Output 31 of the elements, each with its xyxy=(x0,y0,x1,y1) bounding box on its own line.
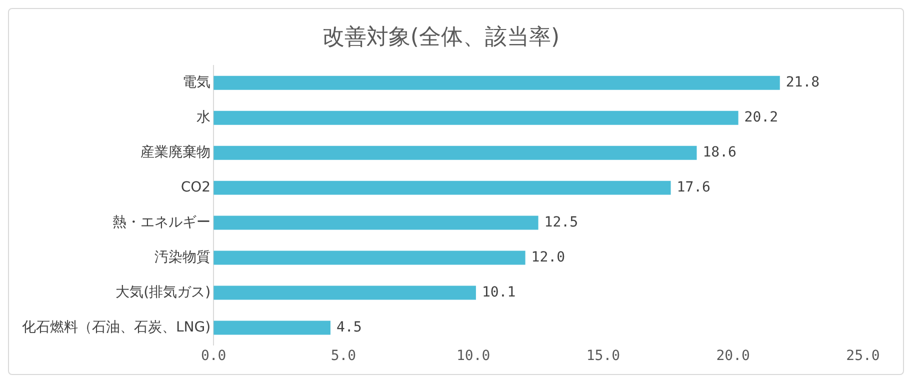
data-label: 18.6 xyxy=(702,144,736,160)
y-tick-label: CO2 xyxy=(180,179,211,196)
bar xyxy=(214,320,330,335)
x-tick-label: 5.0 xyxy=(330,348,356,364)
bar xyxy=(214,76,780,90)
x-tick-label: 20.0 xyxy=(716,348,750,364)
x-tick-label: 25.0 xyxy=(846,348,880,364)
data-label: 20.2 xyxy=(744,110,778,126)
y-tick-label: 大気(排気ガス) xyxy=(116,284,211,300)
data-label: 4.5 xyxy=(336,319,362,336)
bar xyxy=(214,146,697,160)
x-tick-label: 15.0 xyxy=(586,348,620,364)
data-label: 17.6 xyxy=(676,179,710,196)
data-label: 21.8 xyxy=(786,74,820,91)
bar xyxy=(214,286,476,300)
bar xyxy=(214,250,526,265)
y-tick-label: 水 xyxy=(196,110,211,126)
x-tick-label: 10.0 xyxy=(456,348,490,364)
chart-title: 改善対象(全体、該当率) xyxy=(322,24,560,50)
data-label: 10.1 xyxy=(482,284,516,300)
y-tick-label: 産業廃棄物 xyxy=(140,144,211,160)
bar xyxy=(214,216,538,230)
data-label: 12.5 xyxy=(544,214,578,230)
bar xyxy=(214,180,671,195)
y-tick-label: 熱・エネルギー xyxy=(112,214,211,230)
y-tick-label: 汚染物質 xyxy=(154,249,211,266)
y-tick-label: 電気 xyxy=(182,74,211,91)
x-tick-label: 0.0 xyxy=(200,348,226,364)
y-tick-label: 化石燃料（石油、石炭、LNG) xyxy=(22,319,211,336)
bar xyxy=(214,110,738,125)
data-label: 12.0 xyxy=(531,249,566,266)
